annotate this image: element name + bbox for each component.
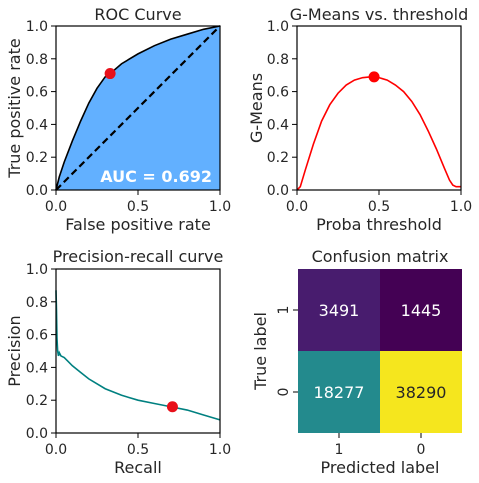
pr-y-tick-label: 0.8 [26,295,48,311]
gmeans-x-tick-label: 0.0 [286,199,308,215]
pr-y-ticks: 0.0 0.2 0.4 0.6 0.8 1.0 [26,262,56,442]
roc-y-tick-label: 0.2 [26,150,48,166]
roc-y-label: True positive rate [5,38,24,178]
pr-y-tick-label: 1.0 [26,262,48,278]
pr-panel: Precision-recall curve 0.0 0.5 1.0 0.00.20… [5,247,231,477]
pr-y-label: Precision [5,315,24,386]
gmeans-y-ticks: 0.0 0.2 0.4 0.6 0.8 1.0 [267,19,297,199]
gmeans-y-tick-label: 0.6 [267,85,289,101]
gmeans-x-tick-label: 0.5 [368,199,390,215]
pr-optimal-point [166,401,178,413]
confusion-title: Confusion matrix [312,247,449,266]
confusion-x-tick-label: 1 [335,442,344,458]
roc-x-ticks: 0.0 0.5 1.0 [45,190,231,215]
confusion-cell-value: 38290 [396,383,447,402]
gmeans-line [296,76,461,191]
gmeans-max-point [368,71,380,83]
gmeans-title: G-Means vs. threshold [290,5,469,24]
roc-panel: ROC Curve AUC = 0.692 0.0 0.5 1.0 0.00.20.… [5,5,231,234]
gmeans-y-tick-label: 0.0 [267,183,289,199]
pr-x-tick-label: 0.5 [127,442,149,458]
roc-y-tick-label: 1.0 [26,19,48,35]
confusion-y-ticks: 10 [276,306,298,397]
confusion-x-label: Predicted label [321,458,440,477]
confusion-cell-value: 1445 [401,301,442,320]
confusion-cell [298,351,380,433]
roc-title: ROC Curve [94,5,181,24]
gmeans-y-tick-label: 0.4 [267,117,289,133]
pr-x-label: Recall [114,458,162,477]
gmeans-y-label: G-Means [247,73,266,143]
roc-optimal-point [104,68,116,80]
roc-diagonal [55,25,221,191]
roc-x-tick-label: 1.0 [209,199,231,215]
gmeans-y-tick-label: 0.2 [267,150,289,166]
gmeans-x-label: Proba threshold [316,215,442,234]
gmeans-x-tick-label: 1.0 [450,199,472,215]
roc-x-label: False positive rate [65,215,211,234]
roc-auc-annotation: AUC = 0.692 [100,167,212,186]
pr-x-tick-label: 1.0 [209,442,231,458]
confusion-cell [298,269,380,351]
roc-x-tick-label: 0.5 [127,199,149,215]
roc-y-ticks: 0.0 0.2 0.4 0.6 0.8 1.0 [26,19,56,199]
roc-y-tick-label: 0.8 [26,52,48,68]
confusion-cell-value: 3491 [319,301,360,320]
pr-title: Precision-recall curve [53,247,224,266]
confusion-cell-value: 18277 [314,383,365,402]
pr-y-tick-label: 0.2 [26,393,48,409]
gmeans-plot-frame [296,25,462,191]
confusion-cell [380,269,462,351]
roc-x-tick-label: 0.0 [45,199,67,215]
confusion-cell [380,351,462,433]
pr-plot-frame [55,268,221,434]
roc-y-tick-label: 0.6 [26,85,48,101]
roc-y-tick-label: 0.4 [26,117,48,133]
pr-y-tick-label: 0.0 [26,426,48,442]
pr-line [55,290,221,421]
confusion-x-tick-label: 0 [417,442,426,458]
gmeans-y-tick-label: 1.0 [267,19,289,35]
confusion-y-tick-label: 0 [276,388,292,397]
gmeans-x-ticks: 0.0 0.5 1.0 [286,190,472,215]
gmeans-y-tick-label: 0.8 [267,52,289,68]
pr-x-ticks: 0.0 0.5 1.0 [45,433,231,458]
confusion-cells: 3491 1445 18277 38290 [298,269,462,433]
pr-y-tick-label: 0.4 [26,360,48,376]
pr-y-tick-label: 0.6 [26,328,48,344]
confusion-y-tick-label: 1 [276,306,292,315]
pr-x-tick-label: 0.0 [45,442,67,458]
gmeans-panel: G-Means vs. threshold 0.0 0.5 1.0 0.00.20.… [247,5,472,234]
confusion-y-label: True label [251,312,270,391]
roc-y-tick-label: 0.0 [26,183,48,199]
